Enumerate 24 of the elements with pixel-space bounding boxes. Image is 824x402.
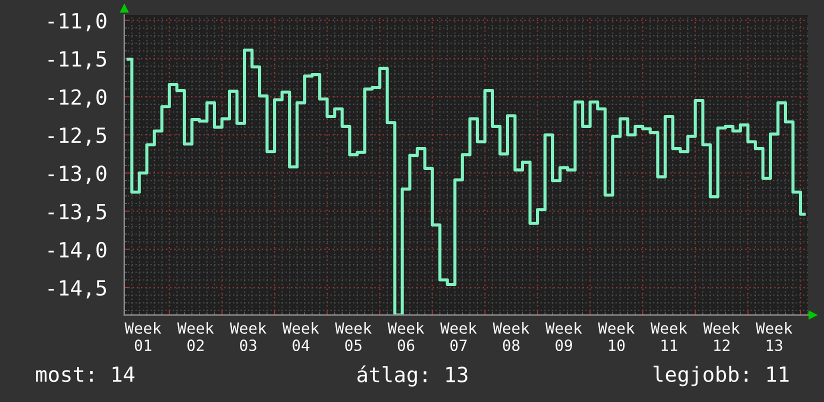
text: átlag: 13 xyxy=(357,365,468,387)
x-tick-label: Week 12 xyxy=(703,322,740,351)
x-tick-label: Week 04 xyxy=(282,322,320,352)
y-tick-label: -14,5 xyxy=(48,280,106,298)
y-tick-label: -11,0 xyxy=(48,12,106,32)
y-tick-label: -12,5 xyxy=(48,127,106,146)
x-tick-label: Week 06 xyxy=(388,322,424,352)
x-tick-label: Week 11 xyxy=(650,322,688,351)
x-tick-label: Week 13 xyxy=(756,322,792,352)
x-tick-label: Week 10 xyxy=(598,322,635,352)
x-tick-label: Week 09 xyxy=(545,322,582,352)
y-tick-label: -13,5 xyxy=(48,204,106,222)
x-tick-label: Week 08 xyxy=(492,322,530,352)
x-tick-label: Week 03 xyxy=(230,322,266,352)
y-tick-label: -14,0 xyxy=(48,242,106,260)
x-tick-label: Week 01 xyxy=(124,322,162,352)
x-tick-label: Week 07 xyxy=(440,322,477,352)
x-tick-label: Week 02 xyxy=(177,322,214,352)
text: legjobb: 11 xyxy=(654,366,789,386)
y-tick-label: -11,5 xyxy=(48,51,106,70)
y-tick-label: -12,0 xyxy=(48,89,106,108)
x-tick-label: Week 05 xyxy=(335,322,372,352)
text: most: 14 xyxy=(36,366,134,382)
y-tick-label: -13,0 xyxy=(48,166,106,184)
